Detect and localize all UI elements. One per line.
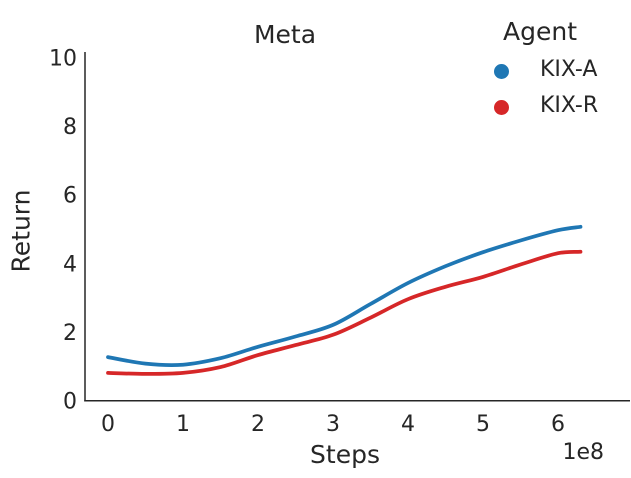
series-line-kix-a — [106, 224, 583, 367]
y-tick-label: 8 — [63, 115, 77, 140]
y-tick-label: 2 — [63, 321, 77, 346]
y-axis-label: Return — [6, 189, 36, 273]
legend-label-kix-r: KIX-R — [540, 93, 599, 118]
y-tick-label: 0 — [63, 390, 77, 415]
legend-label-kix-a: KIX-A — [540, 57, 598, 82]
legend-marker-kix-r-icon — [494, 100, 509, 115]
x-tick-label: 4 — [401, 412, 415, 437]
x-tick-label: 1 — [176, 412, 190, 437]
x-tick-label: 2 — [251, 412, 265, 437]
x-axis-offset-label: 1e8 — [562, 440, 604, 465]
legend-title: Agent — [503, 17, 577, 46]
x-tick-label: 5 — [476, 412, 490, 437]
x-tick-label: 6 — [551, 412, 565, 437]
y-tick-label: 6 — [63, 184, 77, 209]
y-tick-label: 10 — [49, 47, 77, 72]
y-tick-label: 4 — [63, 252, 77, 277]
series-line-kix-r — [106, 249, 583, 376]
chart-title: Meta — [253, 20, 317, 49]
x-axis-label: Steps — [310, 440, 380, 469]
x-tick-label: 0 — [101, 412, 115, 437]
legend-marker-kix-a-icon — [494, 64, 509, 79]
x-tick-label: 3 — [326, 412, 340, 437]
